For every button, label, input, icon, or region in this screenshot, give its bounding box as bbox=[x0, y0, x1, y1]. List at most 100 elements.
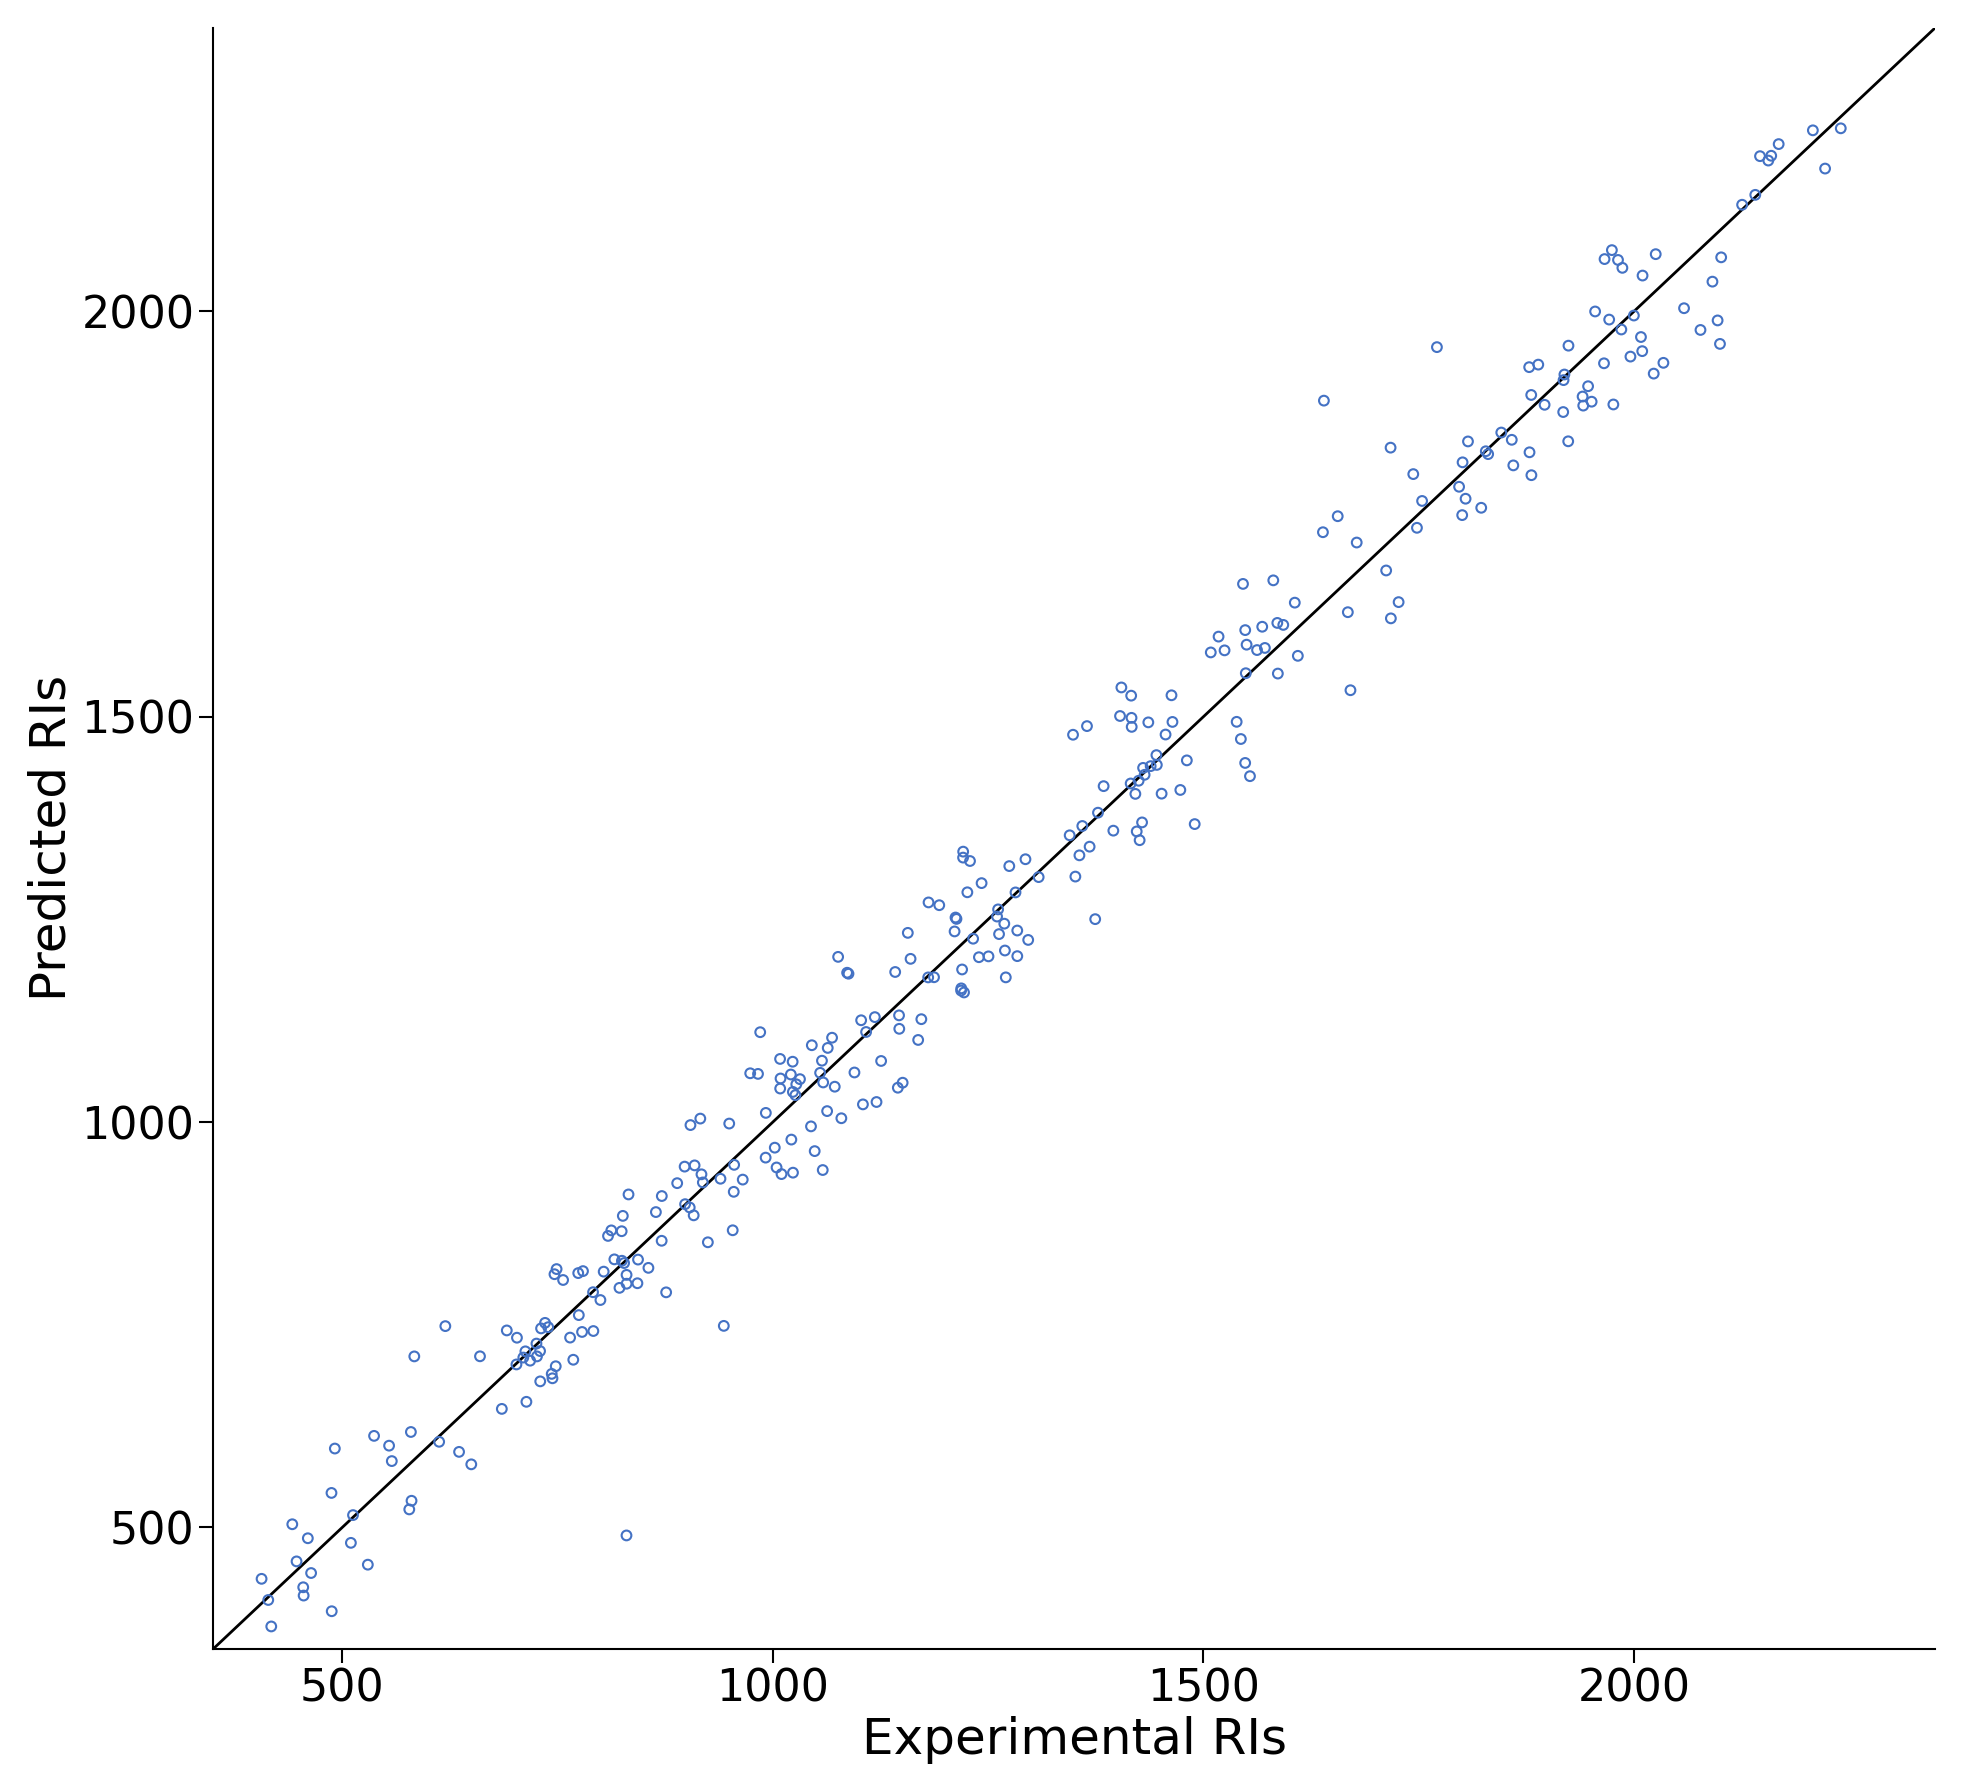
Point bbox=[734, 1059, 766, 1088]
Point bbox=[1443, 473, 1474, 502]
Point bbox=[1262, 659, 1294, 688]
Point bbox=[336, 1529, 367, 1557]
Point bbox=[316, 1597, 347, 1625]
Point bbox=[255, 1613, 287, 1641]
Point bbox=[377, 1446, 408, 1475]
Point bbox=[1451, 484, 1482, 513]
Point bbox=[919, 962, 950, 991]
Point bbox=[1268, 611, 1300, 640]
Point bbox=[938, 918, 970, 946]
Point bbox=[277, 1511, 308, 1539]
Point bbox=[563, 1258, 595, 1287]
Point bbox=[1258, 566, 1290, 595]
Point bbox=[797, 1030, 828, 1059]
Point bbox=[1341, 529, 1372, 557]
Point bbox=[881, 1073, 913, 1102]
Point bbox=[687, 1168, 718, 1197]
Point bbox=[940, 905, 972, 934]
Point bbox=[966, 869, 997, 898]
Point bbox=[822, 943, 854, 971]
Point bbox=[999, 878, 1031, 907]
Point bbox=[1588, 246, 1619, 274]
Point bbox=[766, 1159, 797, 1188]
Point bbox=[781, 1070, 813, 1098]
Point bbox=[903, 1025, 934, 1054]
Point bbox=[281, 1654, 312, 1683]
Point bbox=[1763, 129, 1794, 158]
Point bbox=[673, 1193, 705, 1222]
Point bbox=[946, 977, 978, 1005]
Point bbox=[320, 1434, 351, 1462]
Point bbox=[913, 889, 944, 918]
Point bbox=[1576, 387, 1608, 416]
Point bbox=[807, 1068, 838, 1097]
Point bbox=[424, 1428, 455, 1457]
Point bbox=[487, 1394, 518, 1423]
Point bbox=[1248, 634, 1280, 663]
Point bbox=[954, 846, 985, 874]
Point bbox=[605, 1274, 636, 1303]
Point bbox=[832, 959, 864, 987]
Point bbox=[622, 1269, 654, 1297]
Point bbox=[1598, 391, 1629, 419]
Point bbox=[530, 1308, 561, 1337]
Point bbox=[1406, 487, 1437, 516]
Point bbox=[281, 1546, 312, 1575]
Point bbox=[1572, 373, 1604, 401]
Point bbox=[1241, 636, 1272, 665]
Point bbox=[726, 1165, 758, 1193]
Point bbox=[750, 1143, 781, 1172]
Point bbox=[677, 1201, 709, 1229]
Point bbox=[1141, 740, 1172, 769]
Point bbox=[567, 1317, 599, 1346]
Point bbox=[813, 1034, 844, 1063]
Point bbox=[595, 1217, 626, 1245]
Point bbox=[1580, 297, 1612, 326]
Point bbox=[913, 962, 944, 991]
Point bbox=[958, 925, 989, 953]
Point bbox=[577, 1317, 609, 1346]
Point bbox=[1382, 588, 1413, 616]
Point bbox=[1810, 154, 1841, 183]
Point bbox=[718, 1150, 750, 1179]
Point bbox=[983, 919, 1015, 948]
Point bbox=[1669, 294, 1700, 323]
Point bbox=[1594, 305, 1625, 333]
Point bbox=[1486, 418, 1517, 446]
Point bbox=[883, 1002, 915, 1030]
Point bbox=[742, 1059, 773, 1088]
Point bbox=[540, 1351, 571, 1380]
Point bbox=[1060, 862, 1091, 891]
Point bbox=[430, 1312, 461, 1340]
Point bbox=[397, 1486, 428, 1514]
Point bbox=[501, 1349, 532, 1378]
Point bbox=[542, 1254, 573, 1283]
Point bbox=[1376, 604, 1407, 633]
Point bbox=[718, 1177, 750, 1206]
Point bbox=[632, 1254, 663, 1283]
Point bbox=[1082, 799, 1113, 828]
Point bbox=[514, 1346, 546, 1374]
Point bbox=[455, 1450, 487, 1478]
Point bbox=[1496, 425, 1527, 453]
Point bbox=[1447, 448, 1478, 477]
Point bbox=[1247, 613, 1278, 642]
Point bbox=[1172, 745, 1203, 774]
Point bbox=[1209, 636, 1241, 665]
Point bbox=[510, 1337, 542, 1366]
Point bbox=[940, 903, 972, 932]
Y-axis label: Predicted RIs: Predicted RIs bbox=[27, 676, 77, 1002]
Point bbox=[1523, 349, 1555, 378]
Point bbox=[1515, 380, 1547, 409]
Point bbox=[905, 1005, 936, 1034]
Point bbox=[607, 1247, 638, 1276]
Point bbox=[1370, 556, 1402, 584]
Point bbox=[520, 1330, 552, 1358]
Point bbox=[952, 878, 983, 907]
Point bbox=[1529, 391, 1561, 419]
Point bbox=[338, 1500, 369, 1529]
Point bbox=[775, 1125, 807, 1154]
Point bbox=[777, 1077, 809, 1106]
Point bbox=[1568, 391, 1600, 419]
Point bbox=[1125, 826, 1156, 855]
